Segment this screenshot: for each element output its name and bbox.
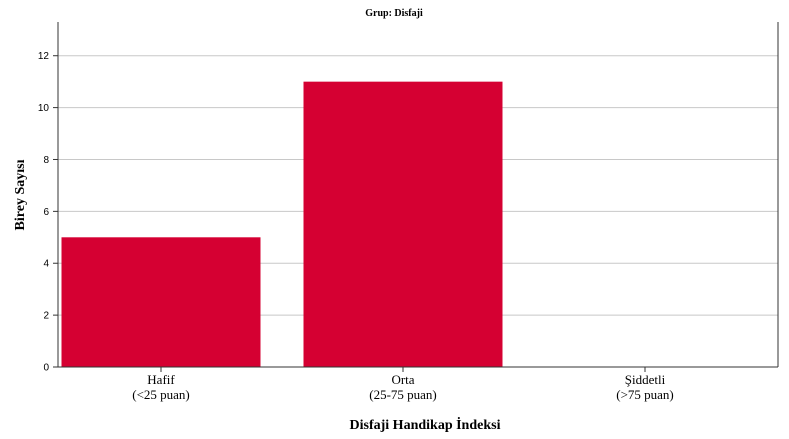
x-tick-labels: Hafif(<25 puan) Orta(25-75 puan) Şiddetli(… xyxy=(132,367,674,402)
x-tick-label-range: (25-75 puan) xyxy=(369,387,437,402)
chart-title: Grup: Disfaji xyxy=(365,8,423,19)
x-tick-label-name: Hafif xyxy=(147,372,175,387)
y-tick-label: 0 xyxy=(43,363,49,374)
bars xyxy=(61,81,503,367)
y-tick-labels: 0 2 4 6 8 10 12 xyxy=(38,51,50,373)
x-axis-label: Disfaji Handikap İndeksi xyxy=(350,416,501,433)
y-tick-label: 6 xyxy=(43,207,49,218)
x-tick-label-range: (<25 puan) xyxy=(132,387,190,402)
bar xyxy=(61,237,261,367)
y-tick-label: 10 xyxy=(38,103,50,114)
x-tick-label-range: (>75 puan) xyxy=(616,387,674,402)
bar xyxy=(303,81,503,367)
x-tick-label-name: Orta xyxy=(391,372,414,387)
y-tick-label: 8 xyxy=(43,155,49,166)
y-axis-label: Birey Sayısı xyxy=(13,159,28,230)
y-tick-label: 4 xyxy=(43,259,49,270)
x-tick-label-name: Şiddetli xyxy=(625,372,666,387)
y-tick-label: 12 xyxy=(38,51,50,62)
y-tick-label: 2 xyxy=(43,311,49,322)
